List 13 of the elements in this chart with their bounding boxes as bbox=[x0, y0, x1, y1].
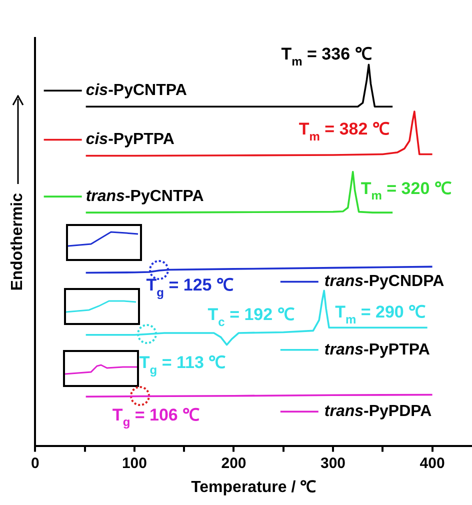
x-tick-label: 0 bbox=[31, 454, 40, 472]
x-tick-label: 300 bbox=[320, 454, 346, 472]
legend-label: trans-PyPDPA bbox=[324, 403, 432, 420]
x-axis-title: Temperature / ℃ bbox=[191, 478, 316, 496]
x-tick-label: 200 bbox=[221, 454, 246, 472]
legend-label: trans-PyPTPA bbox=[324, 341, 430, 358]
legend-label: cis-PyPTPA bbox=[86, 131, 175, 148]
y-axis-title: Endothermic bbox=[9, 192, 26, 291]
legend-label: trans-PyCNDPA bbox=[324, 273, 445, 290]
legend-label: cis-PyCNTPA bbox=[86, 82, 188, 100]
x-tick-label: 100 bbox=[122, 454, 147, 472]
x-tick-label: 400 bbox=[420, 454, 445, 472]
legend-label: trans-PyCNTPA bbox=[86, 188, 204, 205]
